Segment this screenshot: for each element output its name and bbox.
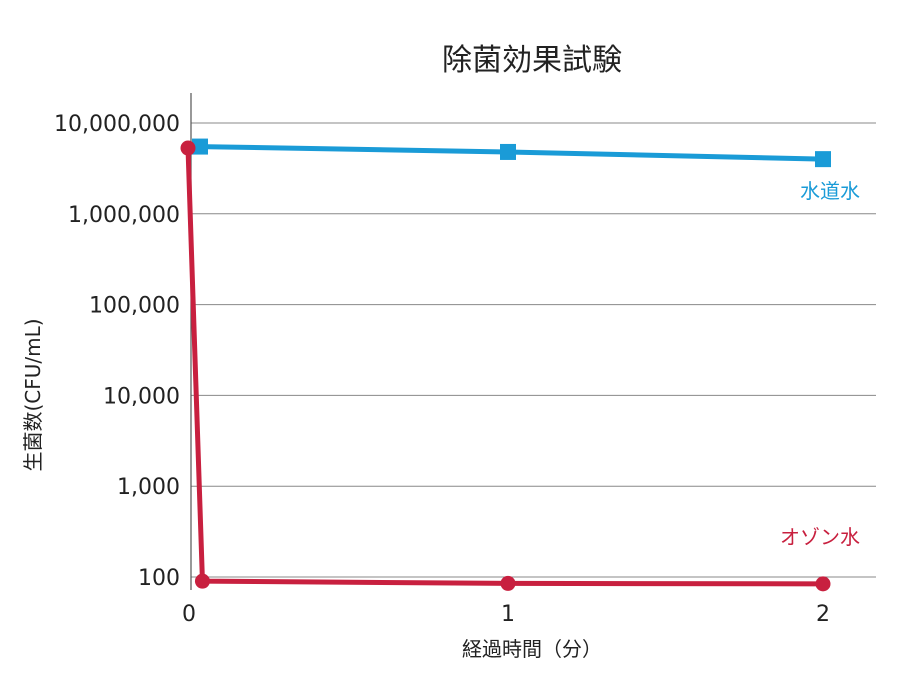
series-layer — [180, 138, 831, 592]
x-axis-label: 経過時間（分） — [462, 637, 602, 661]
y-axis-label: 生菌数(CFU/mL) — [21, 318, 45, 471]
y-tick-label: 10,000,000 — [54, 112, 180, 137]
grid-lines — [191, 122, 876, 578]
x-tick-label: 1 — [501, 602, 515, 627]
series-line-1 — [185, 147, 824, 587]
y-tick-label: 1,000 — [117, 475, 180, 500]
data-point-square — [815, 151, 831, 168]
data-point-circle — [180, 140, 196, 156]
data-point-circle — [815, 576, 831, 592]
tick-labels: 10,000,000 1,000,000 100,000 10,000 1,000 100… — [54, 112, 830, 627]
chart-title: 除菌効果試験 — [442, 43, 622, 78]
data-point-square — [192, 138, 208, 155]
x-tick-label: 0 — [182, 602, 196, 627]
series-label-tap-water: 水道水 — [800, 179, 860, 203]
y-tick-label: 100 — [138, 566, 180, 591]
data-point-circle — [194, 573, 210, 589]
data-point-square — [500, 143, 516, 160]
data-point-circle — [500, 575, 516, 591]
x-tick-label: 2 — [816, 602, 830, 627]
y-tick-label: 10,000 — [103, 384, 180, 409]
y-tick-label: 1,000,000 — [68, 203, 180, 228]
y-tick-label: 100,000 — [89, 294, 180, 319]
series-label-ozone-water: オゾン水 — [780, 525, 860, 549]
